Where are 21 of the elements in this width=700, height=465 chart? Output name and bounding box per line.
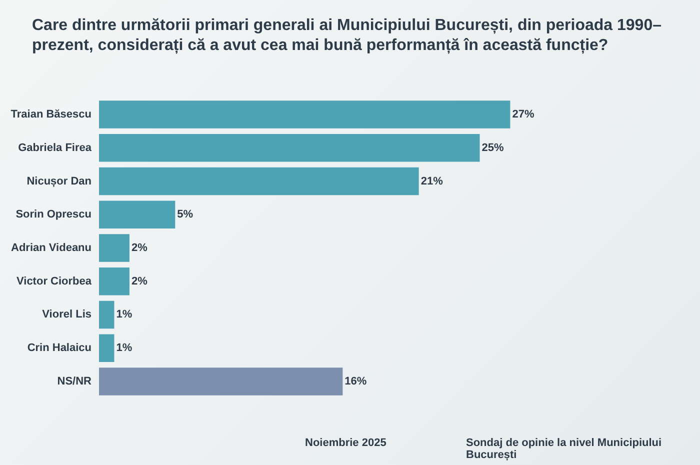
y-tick-label: Crin Halaicu — [27, 342, 92, 354]
y-tick-label: Adrian Videanu — [11, 242, 92, 254]
y-tick-label: Victor Ciorbea — [16, 275, 92, 288]
data-label: 25% — [482, 142, 504, 154]
y-tick-label: NS/NR — [57, 375, 92, 388]
chart-title: Care dintre următorii primari generali ai Municipiului București, din perioada 1990–prezent, considerați că a avut cea mai bună performanță în această funcție? — [32, 16, 662, 56]
data-label: 5% — [177, 208, 194, 221]
data-label: 2% — [131, 242, 148, 254]
y-tick-label: Sorin Oprescu — [16, 208, 92, 221]
data-label: 16% — [344, 375, 367, 388]
data-label: 2% — [131, 275, 148, 288]
text: Sondaj de opinie la nivel Municipiului București — [466, 437, 663, 461]
y-tick-label: Viorel Lis — [42, 308, 92, 321]
data-label: 27% — [512, 108, 534, 121]
data-label: 21% — [420, 175, 444, 188]
y-tick-label: Nicușor Dan — [26, 175, 92, 188]
y-tick-label: Traian Băsescu — [10, 108, 92, 121]
data-label: 1% — [116, 308, 132, 321]
y-tick-label: Gabriela Firea — [18, 142, 92, 154]
data-label: 1% — [116, 342, 132, 354]
text: Noiembrie 2025 — [305, 437, 388, 449]
